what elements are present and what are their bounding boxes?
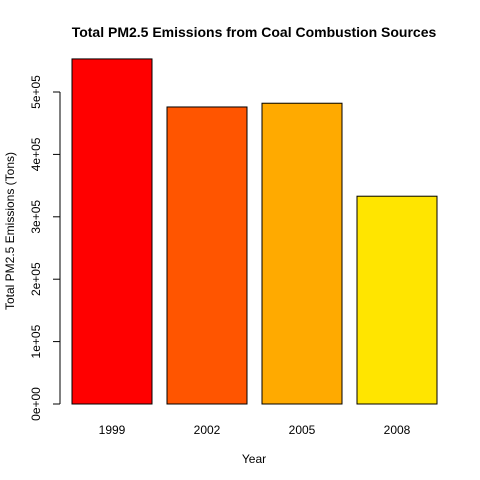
bars-layer <box>71 58 438 405</box>
y-tick-label: 4e+05 <box>29 137 43 171</box>
bar-1999 <box>71 58 153 405</box>
y-axis: 0e+00 1e+05 2e+05 3e+05 4e+05 5e+05 <box>29 75 61 421</box>
x-tick-label-2002: 2002 <box>194 423 221 437</box>
y-tick-label: 5e+05 <box>29 75 43 109</box>
y-axis-label: Total PM2.5 Emissions (Tons) <box>3 152 17 310</box>
bar-2008 <box>356 195 438 405</box>
x-tick-label-2008: 2008 <box>384 423 411 437</box>
bar-2005 <box>261 102 343 405</box>
x-axis-tick-labels: 1999 2002 2005 2008 <box>99 423 411 437</box>
y-tick-label: 2e+05 <box>29 262 43 296</box>
chart-title: Total PM2.5 Emissions from Coal Combusti… <box>72 24 437 40</box>
x-tick-label-1999: 1999 <box>99 423 126 437</box>
y-tick-label: 0e+00 <box>29 387 43 421</box>
y-tick-label: 1e+05 <box>29 324 43 358</box>
x-tick-label-2005: 2005 <box>289 423 316 437</box>
x-axis-label: Year <box>242 452 266 466</box>
bar-2002 <box>166 106 248 405</box>
y-tick-label: 3e+05 <box>29 200 43 234</box>
